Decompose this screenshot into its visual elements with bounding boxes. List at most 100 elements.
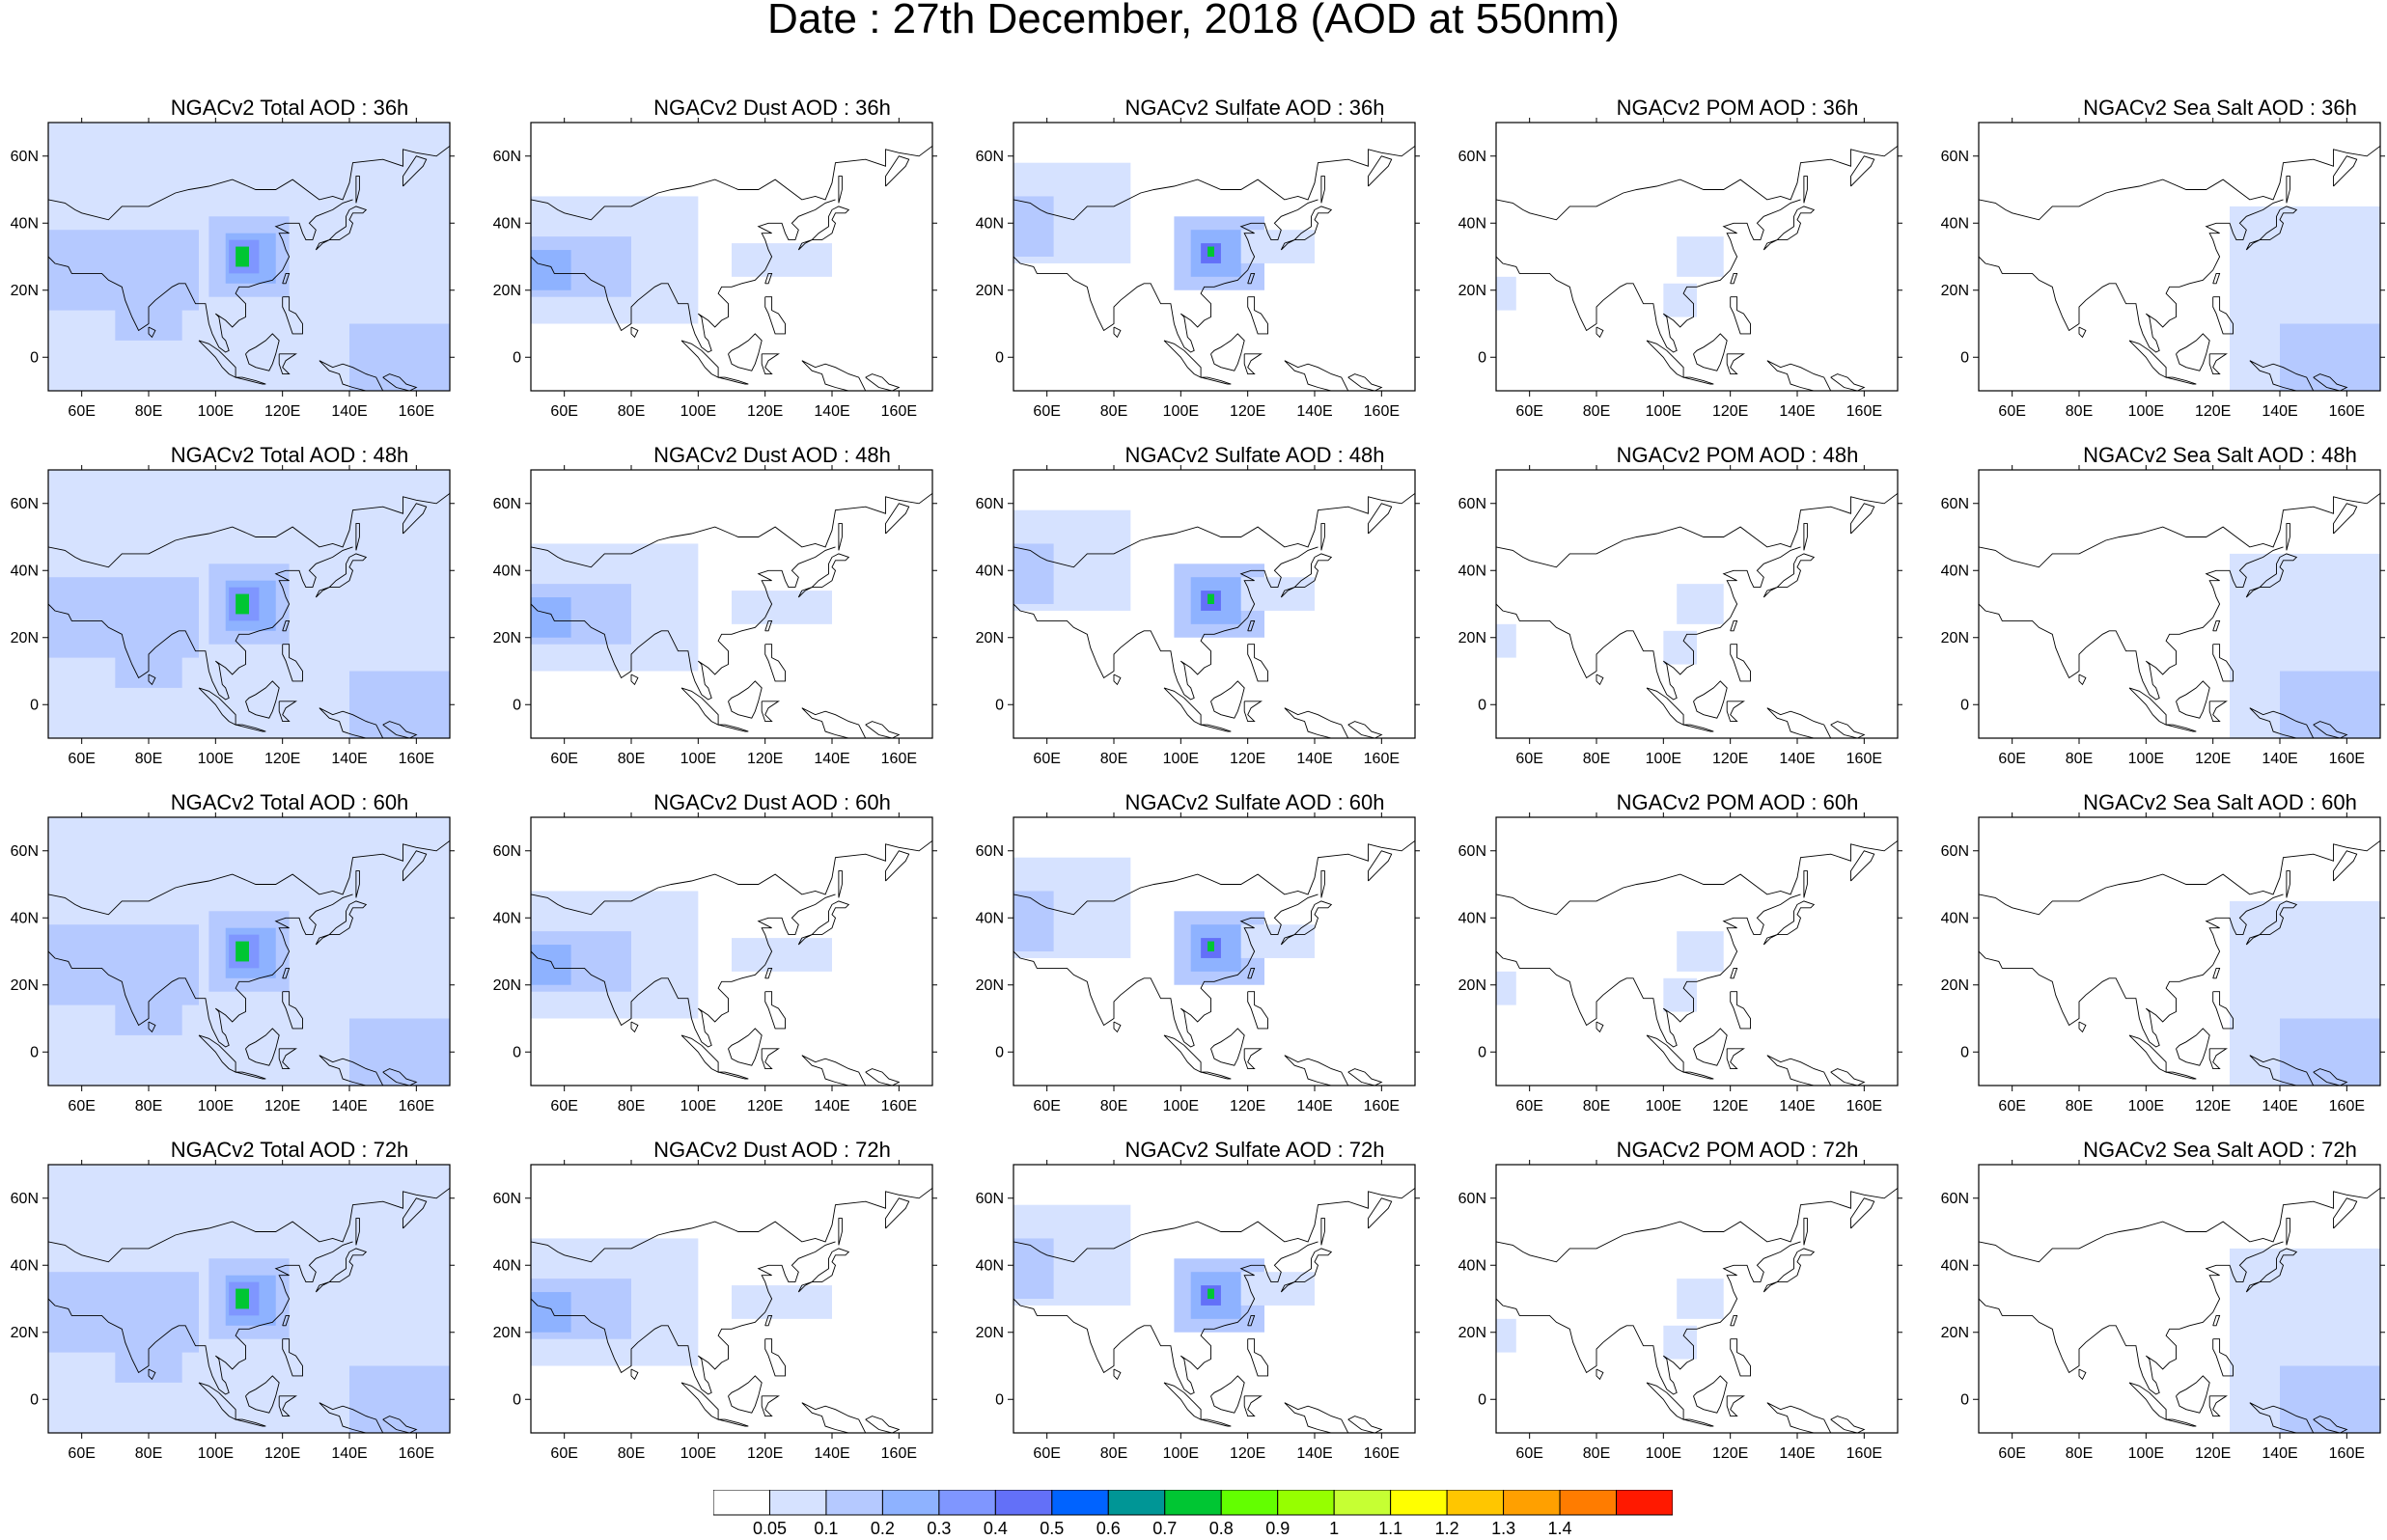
aod-shading	[531, 250, 571, 290]
map-plot: 60E 80E 100E 120E 140E 160E 60N 40N 20N 0	[11, 1160, 455, 1462]
coastline	[48, 1187, 450, 1263]
map-panel-pom-48h: NGACv2 POM AOD : 48h 60E 80E 100E 120E 140E 16…	[1458, 443, 1979, 790]
coastline	[531, 492, 932, 568]
coastline	[531, 145, 932, 221]
y-tick-label: 40N	[1941, 215, 1969, 232]
coastline	[2212, 619, 2221, 632]
map-frame	[1013, 469, 1416, 739]
colorbar-label: 0.6	[1096, 1519, 1121, 1538]
coastline	[680, 687, 719, 726]
coastline	[245, 333, 280, 371]
coastline	[1200, 1418, 1232, 1427]
coastline	[1163, 1382, 1202, 1420]
x-tick-label: 120E	[1230, 1445, 1265, 1462]
coastline	[797, 553, 850, 598]
colorbar-box	[1390, 1490, 1448, 1516]
x-tick-label: 160E	[1364, 1098, 1400, 1114]
coastline	[2176, 680, 2210, 719]
y-tick-label: 40N	[1458, 563, 1486, 579]
coastline	[1803, 523, 1808, 551]
coastline	[2313, 1068, 2348, 1086]
coastline	[2165, 1071, 2197, 1080]
y-tick-label: 60N	[1458, 843, 1486, 860]
aod-shading	[2280, 1365, 2380, 1433]
x-tick-label: 60E	[1998, 403, 2025, 420]
x-tick-label: 160E	[1846, 1098, 1882, 1114]
map-plot: 60E 80E 100E 120E 140E 160E 60N 40N 20N 0	[493, 812, 937, 1114]
colorbar-label: 0.8	[1209, 1519, 1234, 1538]
colorbar-label: 0.2	[871, 1519, 895, 1538]
x-tick-label: 100E	[2128, 403, 2164, 420]
y-tick-label: 40N	[493, 563, 521, 579]
y-tick-label: 40N	[976, 563, 1004, 579]
aod-shading	[1496, 276, 1516, 311]
x-tick-label: 100E	[680, 403, 716, 420]
coastline	[278, 701, 297, 723]
x-tick-label: 120E	[2195, 1445, 2231, 1462]
x-tick-label: 120E	[1230, 1098, 1265, 1114]
aod-shading	[2280, 671, 2380, 738]
coastline	[2212, 967, 2221, 979]
coastline	[48, 546, 353, 701]
aod-shading	[1663, 283, 1697, 317]
panel-title: NGACv2 Sulfate AOD : 48h	[1124, 443, 1385, 467]
x-tick-label: 80E	[618, 403, 645, 420]
coastline	[245, 680, 280, 719]
coastline	[1368, 503, 1393, 535]
x-tick-label: 80E	[1100, 403, 1127, 420]
map-frame	[530, 1164, 933, 1434]
x-tick-label: 60E	[1515, 1445, 1542, 1462]
aod-shading	[2280, 1018, 2380, 1086]
coastline	[728, 333, 763, 371]
map-panel-total-72h: NGACv2 Total AOD : 72h 60E 80E 100E 120E 140E…	[11, 1138, 531, 1485]
y-tick-label: 20N	[11, 1325, 39, 1341]
colorbar-label: 0.3	[927, 1519, 951, 1538]
coastline	[885, 1197, 910, 1229]
map-plot: 60E 80E 100E 120E 140E 160E 60N 40N 20N 0	[493, 465, 937, 767]
y-tick-label: 0	[995, 1391, 1004, 1408]
x-tick-label: 80E	[1583, 403, 1610, 420]
panel-title: NGACv2 Total AOD : 48h	[170, 443, 409, 467]
panel-title: NGACv2 Total AOD : 72h	[170, 1138, 409, 1162]
aod-shading	[1677, 236, 1724, 277]
coastline	[1850, 850, 1875, 882]
coastline	[1210, 1028, 1245, 1066]
coastline	[1496, 839, 1898, 916]
coastline	[2333, 1197, 2358, 1229]
x-tick-label: 80E	[1100, 1098, 1127, 1114]
y-tick-label: 40N	[1941, 563, 1969, 579]
coastline	[1496, 1187, 1898, 1263]
y-tick-label: 60N	[1458, 1191, 1486, 1207]
aod-shading	[236, 1288, 249, 1309]
coastline	[235, 1418, 266, 1427]
x-tick-label: 160E	[1364, 403, 1400, 420]
aod-shading	[732, 243, 832, 277]
coastline	[885, 155, 910, 187]
map-plot: 60E 80E 100E 120E 140E 160E 60N 40N 20N 0	[493, 1160, 937, 1462]
x-tick-label: 160E	[1364, 1445, 1400, 1462]
coastline	[2313, 373, 2348, 391]
colorbar-box	[1277, 1490, 1335, 1516]
coastline	[531, 199, 836, 353]
coastline	[282, 991, 303, 1030]
coastline	[319, 360, 384, 391]
coastline	[717, 376, 749, 385]
colorbar-label: 0.1	[814, 1519, 838, 1538]
coastline	[148, 326, 156, 339]
x-tick-label: 120E	[264, 1098, 300, 1114]
coastline	[1803, 870, 1808, 898]
coastline	[1762, 206, 1816, 251]
map-plot: 60E 80E 100E 120E 140E 160E 60N 40N 20N 0	[1941, 812, 2385, 1114]
x-tick-label: 60E	[68, 403, 95, 420]
x-tick-label: 140E	[814, 403, 849, 420]
coastline	[2176, 1375, 2210, 1414]
coastline	[402, 503, 428, 535]
y-tick-label: 0	[1478, 1044, 1486, 1060]
x-tick-label: 140E	[2262, 403, 2297, 420]
coastline	[1496, 1241, 1801, 1395]
y-tick-label: 0	[995, 697, 1004, 713]
y-tick-label: 60N	[493, 149, 521, 165]
coastline	[2313, 721, 2348, 738]
coastline	[282, 967, 291, 979]
coastline	[48, 199, 353, 353]
